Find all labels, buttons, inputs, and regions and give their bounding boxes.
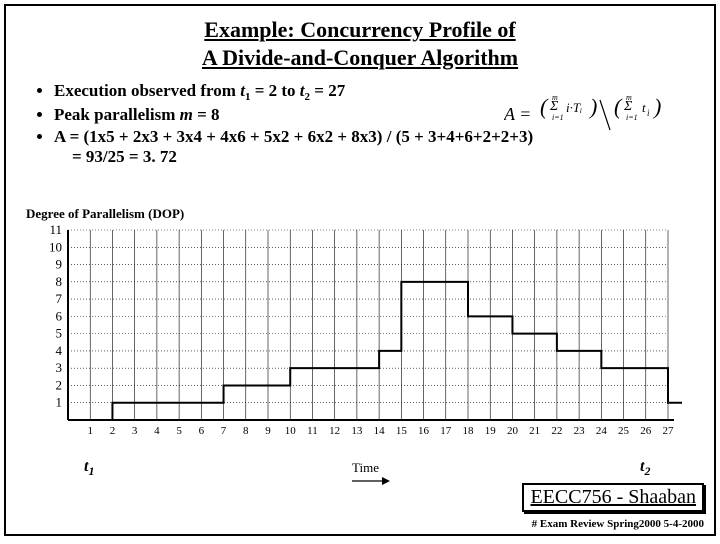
svg-text:9: 9	[265, 425, 271, 437]
svg-text:10: 10	[49, 239, 62, 254]
course-badge: EECC756 - Shaaban	[522, 483, 704, 512]
svg-text:11: 11	[49, 224, 62, 237]
svg-text:i=1: i=1	[552, 113, 564, 122]
svg-text:4: 4	[56, 343, 63, 358]
svg-text:13: 13	[351, 425, 363, 437]
svg-text:1: 1	[87, 425, 93, 437]
svg-text:8: 8	[243, 425, 249, 437]
t2-sub: 2	[644, 464, 650, 479]
svg-text:5: 5	[56, 326, 63, 341]
svg-text:6: 6	[199, 425, 205, 437]
svg-text:16: 16	[418, 425, 430, 437]
svg-text:3: 3	[56, 360, 63, 375]
svg-text:(: (	[614, 94, 623, 119]
svg-text:11: 11	[307, 425, 318, 437]
svg-text:i: i	[647, 108, 650, 118]
t1-sub: 1	[88, 464, 94, 479]
svg-text:27: 27	[663, 425, 675, 437]
slide-title: Example: Concurrency Profile of A Divide…	[6, 6, 714, 71]
svg-text:21: 21	[529, 425, 540, 437]
title-line2: A Divide-and-Conquer Algorithm	[202, 45, 518, 70]
b2-text: Peak parallelism	[54, 105, 180, 124]
svg-text:17: 17	[440, 425, 452, 437]
svg-text:19: 19	[485, 425, 497, 437]
svg-text:12: 12	[329, 425, 340, 437]
b1-eq1: = 2 to	[250, 81, 299, 100]
svg-text:23: 23	[574, 425, 586, 437]
svg-text:m: m	[552, 94, 558, 102]
svg-text:6: 6	[56, 308, 63, 323]
svg-text:A =: A =	[504, 104, 531, 124]
formula-svg: A = ( Σ i=1 m i·Tᵢ ) ( Σ i=1 m t i )	[504, 94, 674, 136]
svg-text:8: 8	[56, 274, 63, 289]
chart-svg: 1234567891011123456789101112131415161718…	[42, 224, 682, 444]
t1-label: t1	[84, 458, 94, 479]
svg-text:7: 7	[221, 425, 227, 437]
b2-m: m	[180, 105, 193, 124]
time-axis-label: Time	[352, 460, 392, 486]
dop-axis-label: Degree of Parallelism (DOP)	[26, 206, 184, 222]
svg-text:1: 1	[56, 395, 63, 410]
svg-text:7: 7	[56, 291, 63, 306]
svg-text:i·Tᵢ: i·Tᵢ	[566, 100, 582, 115]
concurrency-chart: 1234567891011123456789101112131415161718…	[42, 224, 682, 444]
b3b-text: = 93/25 = 3. 72	[72, 147, 177, 166]
svg-text:2: 2	[56, 377, 63, 392]
b1-eq2: = 27	[310, 81, 345, 100]
svg-text:10: 10	[285, 425, 297, 437]
svg-text:24: 24	[596, 425, 608, 437]
arrow-icon	[352, 476, 392, 486]
svg-text:i=1: i=1	[626, 113, 638, 122]
svg-text:3: 3	[132, 425, 138, 437]
svg-text:5: 5	[176, 425, 182, 437]
svg-text:t: t	[642, 100, 646, 115]
slide: Example: Concurrency Profile of A Divide…	[4, 4, 716, 536]
svg-text:2: 2	[110, 425, 116, 437]
svg-text:20: 20	[507, 425, 519, 437]
b2-eq: = 8	[193, 105, 220, 124]
svg-text:22: 22	[551, 425, 562, 437]
time-text: Time	[352, 460, 379, 475]
footer-meta: # Exam Review Spring2000 5-4-2000	[532, 518, 704, 530]
svg-text:9: 9	[56, 257, 63, 272]
title-line1: Example: Concurrency Profile of	[204, 17, 515, 42]
b1-text: Execution observed from	[54, 81, 240, 100]
svg-text:14: 14	[374, 425, 386, 437]
b3-text: A = (1x5 + 2x3 + 3x4 + 4x6 + 5x2 + 6x2 +…	[54, 127, 533, 146]
svg-text:(: (	[540, 94, 549, 119]
t2-label: t2	[640, 458, 650, 479]
svg-text:15: 15	[396, 425, 408, 437]
svg-text:18: 18	[463, 425, 475, 437]
svg-text:): )	[588, 94, 597, 119]
svg-text:26: 26	[640, 425, 652, 437]
svg-text:m: m	[626, 94, 632, 102]
svg-text:4: 4	[154, 425, 160, 437]
svg-text:): )	[652, 94, 661, 119]
formula: A = ( Σ i=1 m i·Tᵢ ) ( Σ i=1 m t i )	[504, 94, 674, 136]
svg-text:25: 25	[618, 425, 630, 437]
